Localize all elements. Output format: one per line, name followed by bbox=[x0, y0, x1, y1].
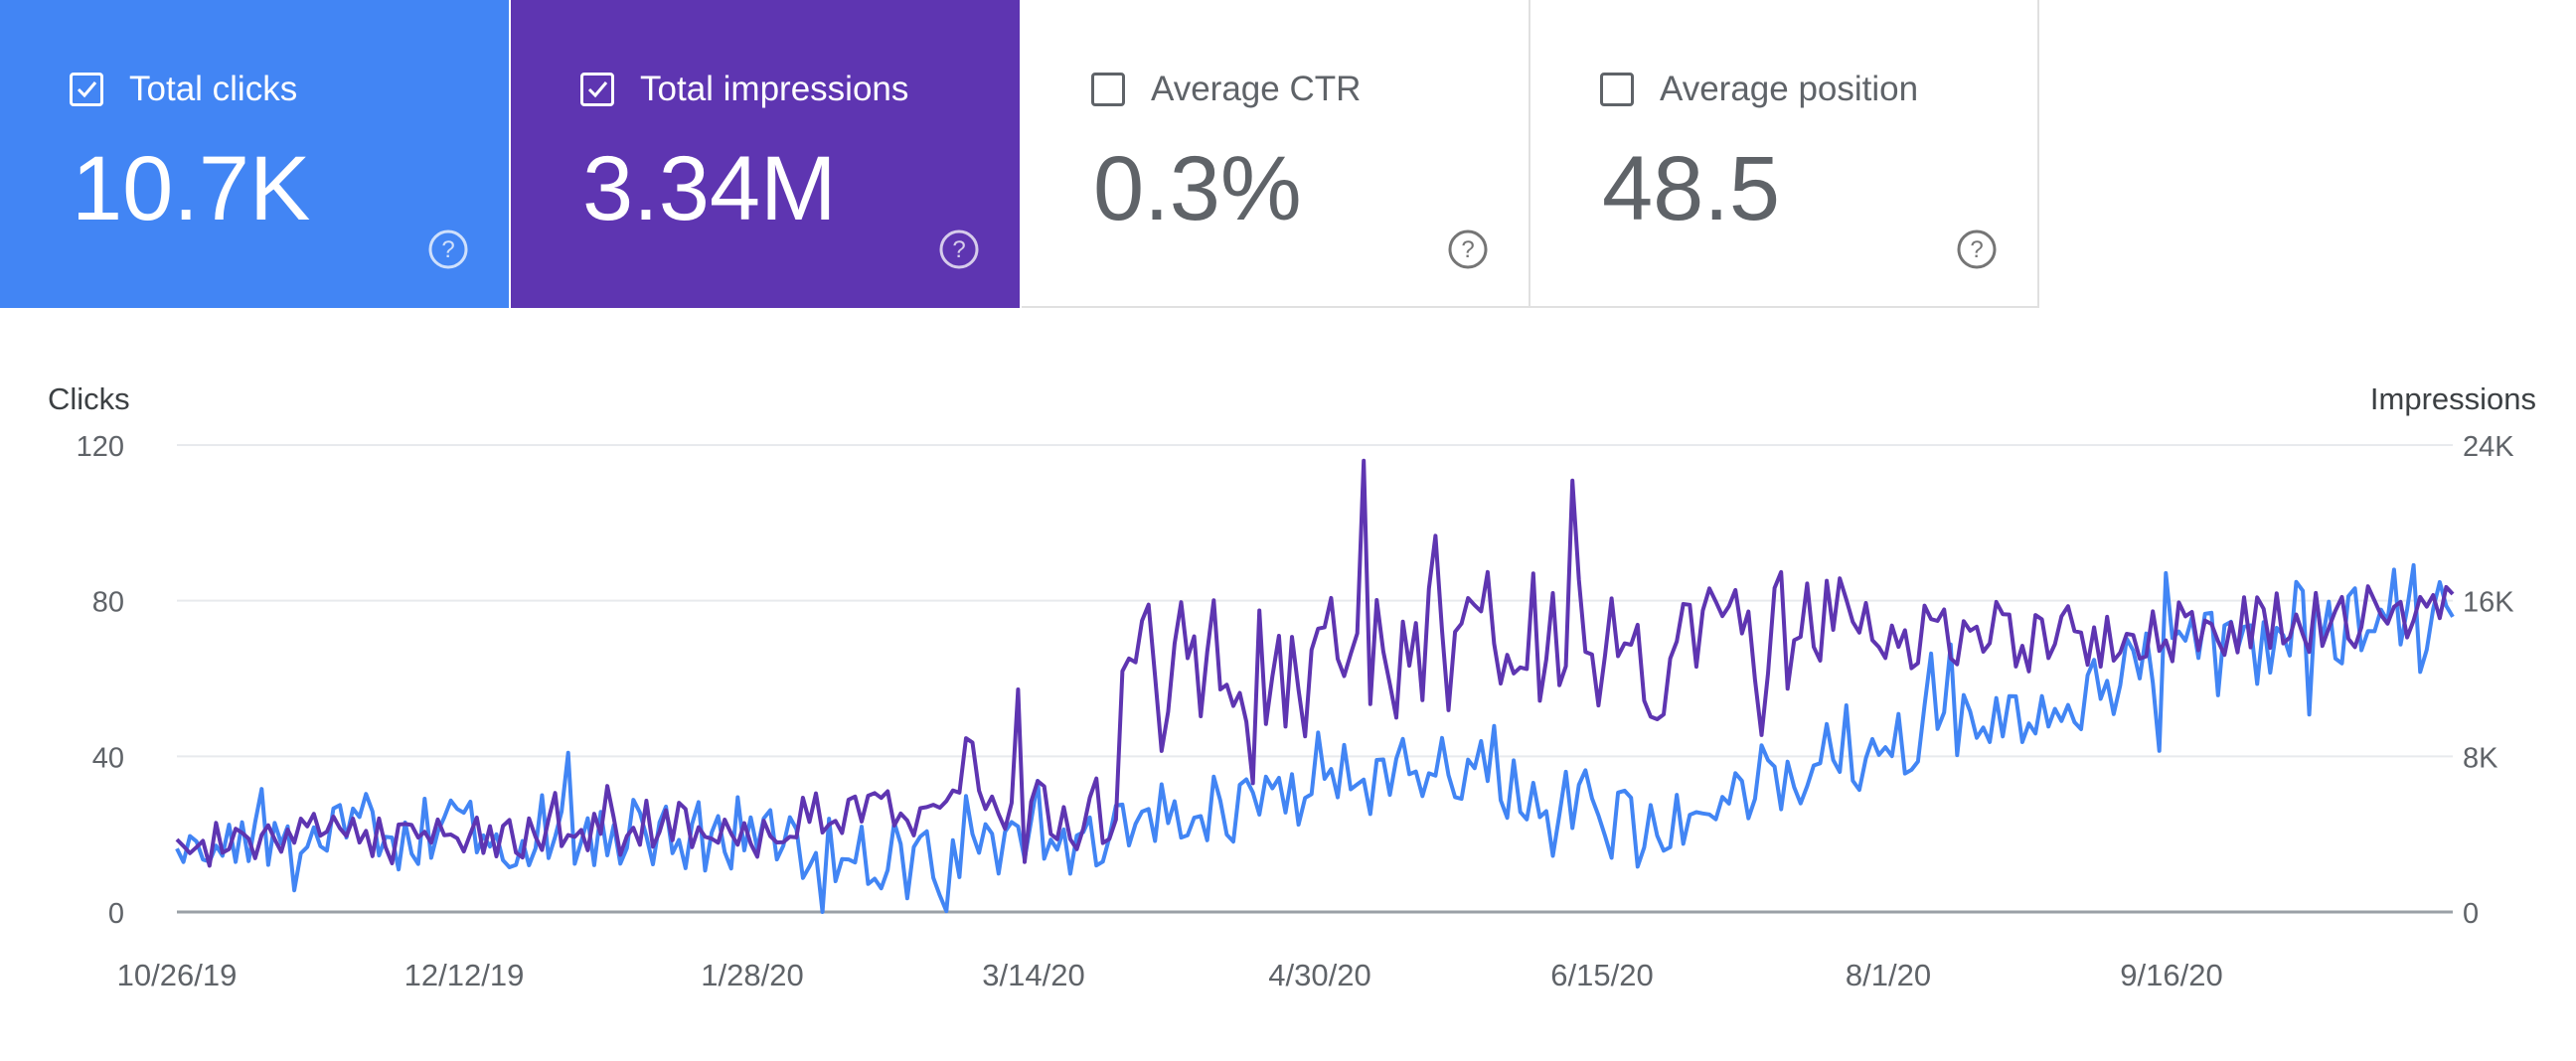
metric-label: Total impressions bbox=[640, 70, 909, 108]
svg-text:?: ? bbox=[1461, 236, 1474, 263]
x-tick-label: 3/14/20 bbox=[982, 958, 1084, 992]
metric-label: Average position bbox=[1660, 70, 1919, 108]
help-circle-icon[interactable]: ? bbox=[427, 228, 469, 270]
y2-axis-label: Impressions bbox=[2370, 381, 2536, 416]
metric-value: 0.3% bbox=[1093, 138, 1302, 239]
metric-card-average-ctr[interactable]: Average CTR 0.3% ? bbox=[1022, 0, 1530, 308]
series-lines bbox=[175, 458, 2455, 914]
y2-tick-label: 16K bbox=[2463, 587, 2514, 619]
x-tick-label: 6/15/20 bbox=[1550, 958, 1653, 992]
metric-value: 3.34M bbox=[582, 138, 837, 239]
x-tick-label: 8/1/20 bbox=[1846, 958, 1931, 992]
svg-text:?: ? bbox=[952, 236, 965, 263]
y-tick-label: 120 bbox=[77, 431, 124, 463]
metric-card-total-clicks[interactable]: Total clicks 10.7K ? bbox=[0, 0, 509, 308]
help-circle-icon[interactable]: ? bbox=[1956, 228, 1998, 270]
y-axis-ticks: 0 40 80 120 bbox=[77, 431, 124, 930]
checkbox-empty-icon[interactable] bbox=[1091, 73, 1125, 106]
x-tick-label: 9/16/20 bbox=[2120, 958, 2222, 992]
x-tick-label: 1/28/20 bbox=[701, 958, 803, 992]
x-axis-ticks: 10/26/19 12/12/19 1/28/20 3/14/20 4/30/20 6/1… bbox=[117, 958, 2223, 992]
metric-card-average-position[interactable]: Average position 48.5 ? bbox=[1530, 0, 2039, 308]
line-chart: Clicks Impressions 0 40 80 120 0 8K 16K 24K 10… bbox=[48, 381, 2536, 992]
svg-text:?: ? bbox=[441, 236, 454, 263]
metric-card-total-impressions[interactable]: Total impressions 3.34M ? bbox=[511, 0, 1020, 308]
x-tick-label: 12/12/19 bbox=[404, 958, 525, 992]
x-tick-label: 4/30/20 bbox=[1268, 958, 1370, 992]
y-tick-label: 0 bbox=[108, 898, 124, 930]
y2-tick-label: 0 bbox=[2463, 898, 2479, 930]
check-icon[interactable] bbox=[580, 73, 614, 106]
y2-tick-label: 24K bbox=[2463, 431, 2514, 463]
y-tick-label: 80 bbox=[92, 587, 124, 619]
x-tick-label: 10/26/19 bbox=[117, 958, 238, 992]
help-circle-icon[interactable]: ? bbox=[1447, 228, 1489, 270]
check-icon[interactable] bbox=[70, 73, 103, 106]
y-tick-label: 40 bbox=[92, 742, 124, 774]
series-line-impressions bbox=[175, 458, 2455, 868]
y2-tick-label: 8K bbox=[2463, 742, 2498, 774]
grid-lines bbox=[177, 444, 2453, 914]
help-circle-icon[interactable]: ? bbox=[938, 228, 980, 270]
performance-chart: Clicks Impressions 0 40 80 120 0 8K 16K 24K 10… bbox=[0, 358, 2576, 1033]
checkbox-empty-icon[interactable] bbox=[1600, 73, 1634, 106]
metric-value: 48.5 bbox=[1602, 138, 1781, 239]
metric-label: Average CTR bbox=[1151, 70, 1362, 108]
svg-text:?: ? bbox=[1970, 236, 1983, 263]
metric-value: 10.7K bbox=[72, 138, 311, 239]
series-line-clicks bbox=[175, 562, 2455, 914]
y2-axis-ticks: 0 8K 16K 24K bbox=[2463, 431, 2514, 930]
y-axis-label: Clicks bbox=[48, 381, 130, 416]
metric-label: Total clicks bbox=[129, 70, 298, 108]
